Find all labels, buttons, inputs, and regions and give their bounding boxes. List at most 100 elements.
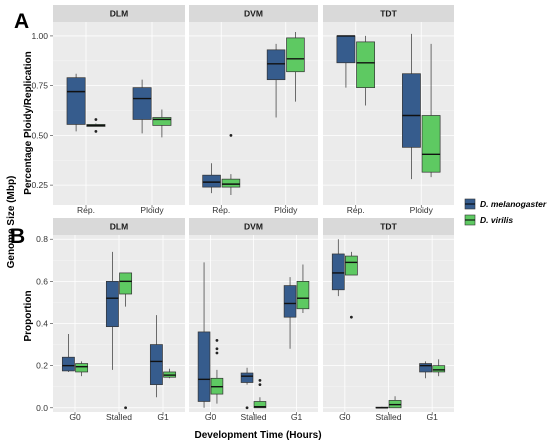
outlier-point bbox=[258, 383, 262, 387]
y-tick-label-b: 0.6 bbox=[36, 276, 48, 286]
box-iqr bbox=[356, 41, 375, 88]
y-tick-label-a: 0.50 bbox=[31, 130, 48, 140]
box-b-dlm-g0-melanogaster bbox=[61, 334, 75, 372]
facet-strip-label: DLM bbox=[110, 222, 128, 232]
box-iqr bbox=[421, 115, 441, 173]
y-tick-label-b: 0.4 bbox=[36, 319, 48, 329]
box-b-dvm-g1-virilis bbox=[296, 264, 310, 313]
panel-letter-a: A bbox=[14, 10, 29, 33]
box-b-dvm-g0-virilis bbox=[210, 338, 224, 404]
box-iqr bbox=[296, 281, 310, 310]
box-b-dvm-stalled-virilis bbox=[253, 378, 267, 409]
box-a-tdt-rep-virilis bbox=[356, 35, 375, 106]
box-iqr bbox=[221, 178, 241, 188]
facet-strip bbox=[53, 5, 185, 22]
box-b-dvm-stalled-melanogaster bbox=[240, 367, 254, 410]
box-iqr bbox=[266, 49, 286, 81]
y-tick-label-b: 0.0 bbox=[36, 403, 48, 413]
facet-strip bbox=[323, 5, 454, 22]
outlier-point bbox=[94, 118, 98, 121]
box-a-dlm-ploidy-virilis bbox=[152, 109, 172, 138]
box-b-tdt-g0-melanogaster bbox=[331, 239, 345, 297]
x-tick-label: Stalled bbox=[241, 412, 267, 422]
outlier-point bbox=[215, 338, 219, 342]
box-a-tdt-rep-melanogaster bbox=[336, 35, 356, 88]
box-iqr bbox=[419, 363, 432, 373]
facet-strip bbox=[189, 5, 318, 22]
box-iqr bbox=[432, 365, 446, 373]
legend-label-virilis: D. virilis bbox=[480, 215, 513, 225]
facet-b-dvm: DVM G0 Stalled G1 bbox=[189, 218, 318, 422]
box-iqr bbox=[105, 281, 119, 328]
box-iqr bbox=[66, 77, 86, 125]
y-axis-title-b: Proportion bbox=[23, 290, 34, 341]
box-iqr bbox=[202, 174, 221, 188]
box-a-dlm-rep-melanogaster bbox=[66, 73, 86, 132]
plot-panels: 0.25 0.50 0.75 1.00 DLM Rep. Ploidy DVM Rep. Ploi… bbox=[31, 5, 454, 422]
box-iqr bbox=[119, 272, 133, 295]
outlier-point bbox=[258, 378, 262, 382]
box-a-dlm-ploidy-melanogaster bbox=[132, 79, 152, 134]
x-tick-label: G0 bbox=[69, 412, 81, 422]
facet-strip bbox=[53, 218, 185, 235]
facet-strip bbox=[323, 218, 454, 235]
outlier-point bbox=[215, 347, 219, 351]
x-tick-label: Stalled bbox=[106, 412, 132, 422]
box-iqr bbox=[149, 344, 163, 385]
box-iqr bbox=[336, 35, 356, 64]
box-iqr bbox=[331, 253, 345, 291]
box-b-tdt-g1-virilis bbox=[432, 359, 446, 377]
outlier-point bbox=[124, 406, 127, 410]
box-a-dvm-ploidy-virilis bbox=[286, 31, 305, 102]
box-iqr bbox=[240, 372, 254, 383]
box-b-dlm-g1-virilis bbox=[163, 368, 177, 379]
box-b-tdt-stalled-virilis bbox=[388, 396, 402, 409]
x-tick-label: Ploidy bbox=[410, 205, 434, 215]
x-tick-label: Rep. bbox=[347, 205, 365, 215]
box-b-tdt-stalled-melanogaster bbox=[375, 406, 389, 409]
facet-a-dlm: DLM Rep. Ploidy bbox=[53, 5, 185, 215]
outlier-point bbox=[215, 351, 219, 355]
facet-a-dvm: DVM Rep. Ploidy bbox=[189, 5, 318, 215]
x-tick-label: G1 bbox=[157, 412, 169, 422]
facet-b-dlm: DLM G0 Stalled G1 bbox=[53, 218, 185, 422]
box-a-dvm-rep-melanogaster bbox=[202, 163, 221, 194]
box-a-dvm-rep-virilis bbox=[221, 133, 241, 196]
x-tick-label: G0 bbox=[205, 412, 217, 422]
box-b-dlm-stalled-melanogaster bbox=[105, 251, 119, 370]
outlier-point bbox=[229, 133, 233, 137]
facet-strip-label: DVM bbox=[244, 9, 263, 19]
x-tick-label: Rep. bbox=[212, 205, 230, 215]
box-b-dvm-g0-melanogaster bbox=[197, 262, 211, 408]
box-iqr bbox=[61, 356, 75, 372]
genome-size-axis-title: Genome Size (Mbp) bbox=[6, 176, 17, 269]
outlier-point bbox=[245, 406, 249, 410]
box-b-tdt-g1-melanogaster bbox=[419, 361, 432, 379]
facet-strip-label: DVM bbox=[244, 222, 263, 232]
x-axis-title-b: Development Time (Hours) bbox=[194, 430, 321, 441]
outlier-point bbox=[349, 315, 353, 319]
y-tick-label-b: 0.2 bbox=[36, 361, 48, 371]
facet-strip-label: TDT bbox=[380, 9, 397, 19]
box-b-dvm-g1-melanogaster bbox=[283, 277, 297, 349]
box-a-tdt-ploidy-melanogaster bbox=[402, 33, 421, 180]
box-b-dlm-stalled-virilis bbox=[119, 272, 133, 410]
y-axis-title-a: Percentage Ploidy/Replication bbox=[23, 51, 34, 194]
x-tick-label: G1 bbox=[291, 412, 303, 422]
x-tick-label: Ploidy bbox=[274, 205, 298, 215]
facet-strip bbox=[189, 218, 318, 235]
box-iqr bbox=[402, 73, 421, 148]
box-iqr bbox=[283, 285, 297, 318]
legend: D. melanogaster D. virilis bbox=[464, 198, 547, 226]
y-tick-label-a: 0.75 bbox=[31, 81, 48, 91]
x-tick-label: G0 bbox=[339, 412, 351, 422]
facet-b-tdt: TDT G0 Stalled G1 bbox=[323, 218, 454, 422]
box-iqr bbox=[345, 255, 358, 276]
outlier-point bbox=[94, 130, 98, 133]
box-a-dlm-rep-virilis bbox=[86, 118, 106, 133]
box-iqr bbox=[152, 117, 172, 126]
box-iqr bbox=[253, 401, 267, 409]
y-tick-label-b: 0.8 bbox=[36, 234, 48, 244]
box-b-dlm-g1-melanogaster bbox=[149, 315, 163, 398]
